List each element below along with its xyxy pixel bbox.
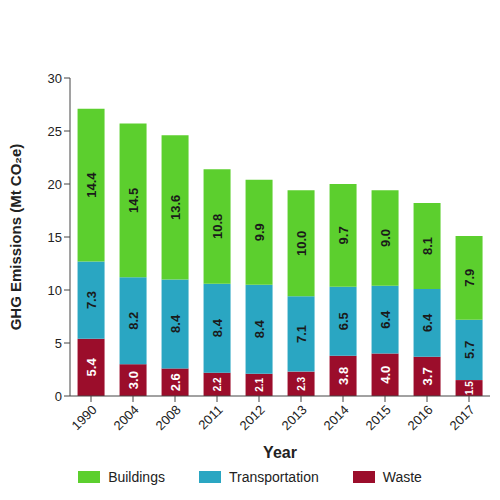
svg-text:25: 25 [48, 124, 62, 139]
svg-text:3.8: 3.8 [336, 367, 351, 385]
svg-text:2017: 2017 [447, 402, 478, 433]
svg-text:2004: 2004 [111, 402, 142, 433]
svg-text:9.9: 9.9 [252, 223, 267, 241]
svg-text:9.7: 9.7 [336, 226, 351, 244]
svg-text:8.4: 8.4 [210, 318, 225, 337]
svg-text:5: 5 [55, 336, 62, 351]
svg-text:30: 30 [48, 71, 62, 86]
svg-text:6.5: 6.5 [336, 312, 351, 330]
svg-text:GHG Emissions (Mt CO₂e): GHG Emissions (Mt CO₂e) [8, 144, 24, 331]
svg-text:4.0: 4.0 [378, 366, 393, 384]
svg-text:1.5: 1.5 [464, 381, 475, 395]
html-text:Buildings: Buildings [108, 469, 165, 485]
svg-text:6.4: 6.4 [420, 313, 435, 332]
svg-text:6.4: 6.4 [378, 310, 393, 329]
svg-text:2.2: 2.2 [212, 377, 223, 391]
html-text:Transportation: Transportation [229, 469, 319, 485]
svg-text:8.4: 8.4 [168, 314, 183, 333]
svg-text:2.3: 2.3 [296, 376, 307, 390]
svg-text:5.7: 5.7 [462, 341, 477, 359]
svg-text:2.1: 2.1 [254, 377, 265, 391]
svg-text:2011: 2011 [195, 402, 225, 432]
svg-text:8.4: 8.4 [252, 319, 267, 338]
svg-text:2.6: 2.6 [168, 373, 183, 391]
svg-text:14.4: 14.4 [84, 172, 99, 198]
svg-text:7.1: 7.1 [294, 325, 309, 343]
svg-text:2015: 2015 [363, 402, 394, 433]
svg-text:1990: 1990 [69, 402, 100, 433]
svg-text:10.0: 10.0 [294, 231, 309, 256]
svg-text:15: 15 [48, 230, 62, 245]
svg-text:2016: 2016 [405, 402, 436, 433]
svg-text:3.0: 3.0 [126, 371, 141, 389]
svg-text:14.5: 14.5 [126, 188, 141, 213]
svg-text:5.4: 5.4 [84, 358, 99, 377]
svg-text:7.3: 7.3 [84, 291, 99, 309]
svg-text:Year: Year [263, 444, 297, 461]
svg-text:9.0: 9.0 [378, 229, 393, 247]
svg-text:10.8: 10.8 [210, 214, 225, 239]
svg-text:10: 10 [48, 283, 62, 298]
svg-text:0: 0 [55, 389, 62, 404]
svg-text:13.6: 13.6 [168, 195, 183, 220]
html-text:Waste: Waste [382, 469, 422, 485]
svg-text:20: 20 [48, 177, 62, 192]
svg-text:2008: 2008 [153, 402, 184, 433]
svg-text:8.2: 8.2 [126, 312, 141, 330]
svg-text:2012: 2012 [237, 402, 268, 433]
svg-text:2013: 2013 [279, 402, 310, 433]
svg-text:7.9: 7.9 [462, 269, 477, 287]
svg-text:2014: 2014 [321, 402, 352, 433]
svg-text:8.1: 8.1 [420, 237, 435, 255]
svg-text:3.7: 3.7 [420, 367, 435, 385]
